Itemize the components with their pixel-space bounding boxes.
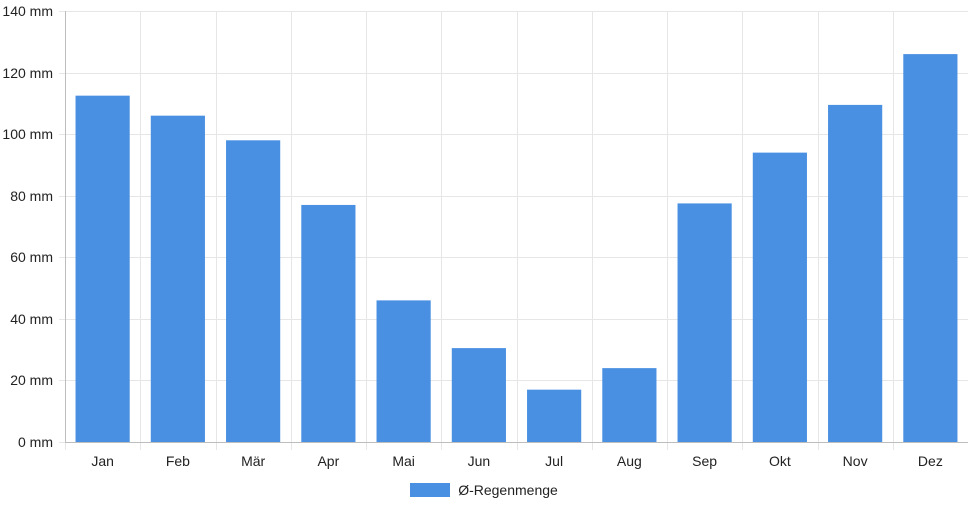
x-tick-label: Aug [617,453,642,469]
x-tick-label: Mär [241,453,265,469]
y-tick-label: 0 mm [18,434,53,450]
x-tick-label: Dez [918,453,943,469]
bar-mai[interactable] [376,300,431,442]
y-axis-ticks: 0 mm 20 mm 40 mm 60 mm 80 mm 100 mm 120 mm 140 … [2,3,53,450]
bar-nov[interactable] [828,104,883,443]
y-tick-label: 40 mm [10,311,53,327]
y-tick-label: 140 mm [2,3,53,19]
y-tick-label: 100 mm [2,126,53,142]
rainfall-bar-chart: 0 mm 20 mm 40 mm 60 mm 80 mm 100 mm 120 mm 140 … [2,3,968,469]
bar-mär[interactable] [226,140,281,443]
x-tick-label: Sep [692,453,717,469]
x-tick-label: Mai [392,453,415,469]
x-tick-label: Apr [317,453,339,469]
y-tick-label: 80 mm [10,188,53,204]
x-axis-ticks: Jan Feb Mär Apr Mai Jun Jul Aug Sep Okt Nov Dez [91,453,942,469]
bar-apr[interactable] [301,204,356,442]
x-tick-label: Feb [166,453,190,469]
legend-swatch [410,483,451,497]
y-tick-label: 20 mm [10,372,53,388]
bar-sep[interactable] [677,203,732,442]
legend[interactable]: Ø-Regenmenge [0,480,968,500]
bar-dez[interactable] [903,54,958,442]
grid-lines [59,11,968,450]
bar-feb[interactable] [150,115,205,443]
y-tick-label: 120 mm [2,65,53,81]
y-tick-label: 60 mm [10,249,53,265]
bar-series[interactable] [75,54,958,443]
bar-jul[interactable] [527,389,582,442]
x-tick-label: Nov [843,453,868,469]
bar-aug[interactable] [602,368,657,442]
legend-label: Ø-Regenmenge [458,482,558,498]
bar-okt[interactable] [752,152,807,442]
x-tick-label: Jul [545,453,563,469]
x-tick-label: Okt [769,453,791,469]
x-tick-label: Jan [91,453,114,469]
x-tick-label: Jun [468,453,491,469]
bar-jan[interactable] [75,95,130,443]
bar-jun[interactable] [451,348,506,442]
